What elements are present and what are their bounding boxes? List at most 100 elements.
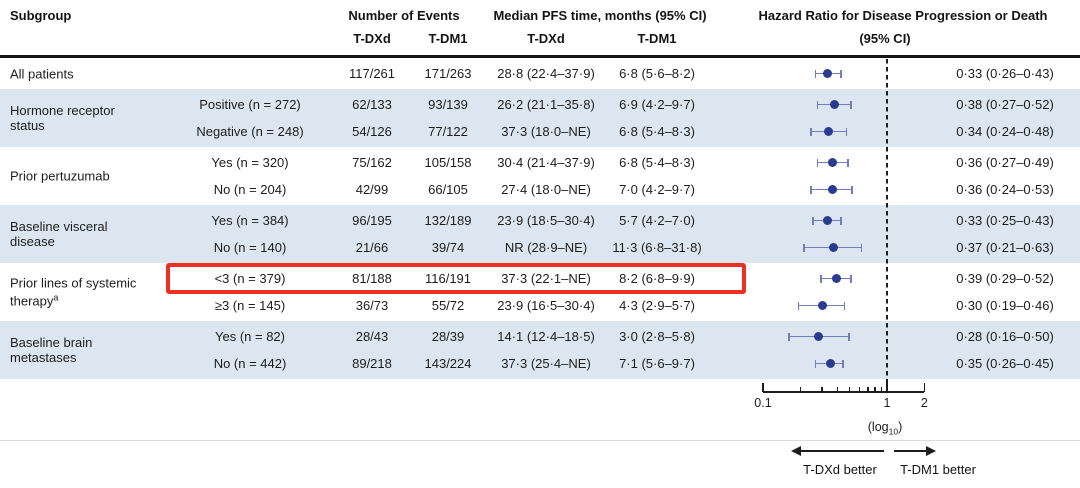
axis-tick [886, 383, 888, 392]
events-tdm1-value: 55/72 [431, 298, 465, 313]
subgroup-label: Prior pertuzumab [10, 169, 148, 184]
ci-cap-lower [803, 243, 805, 252]
header-rule [0, 55, 1080, 58]
pfs-tdm1-value: 3·0 (2·8–5·8) [619, 329, 695, 344]
log-scale-label-text: (log [867, 420, 889, 434]
events-tdm1-value: 116/191 [424, 271, 472, 286]
forest-ci-marker [745, 149, 935, 176]
events-tdxd-value: 96/195 [352, 213, 392, 228]
events-tdxd-value: 28/43 [355, 329, 389, 344]
pfs-tdxd-value: 14·1 (12·4–18·5) [497, 329, 595, 344]
axis-tick-label: 2 [920, 396, 928, 410]
forest-ci-marker [745, 176, 935, 203]
ci-cap-upper [851, 185, 853, 194]
right-arrow-line [894, 450, 926, 452]
axis-tick [821, 387, 823, 392]
subgroup-label-text: Baseline visceral disease [10, 219, 108, 249]
pfs-tdxd-value: 26·2 (21·1–35·8) [497, 97, 595, 112]
subgroup-label: Hormone receptor status [10, 103, 148, 133]
pfs-tdm1-value: 7·1 (5·6–9·7) [619, 356, 695, 371]
events-tdxd-value: 75/162 [352, 155, 392, 170]
hazard-ratio-value: 0·37 (0·21–0·63) [956, 240, 1054, 255]
subgroup-label: Prior lines of systemic therapya [10, 275, 148, 308]
events-tdm1-value: 39/74 [431, 240, 465, 255]
subgroup-label-text: Prior pertuzumab [10, 168, 110, 184]
tdm1-better-label: T-DM1 better [900, 462, 976, 477]
axis-tick [923, 383, 926, 392]
left-arrow-line [800, 450, 884, 452]
pfs-tdm1-value: 8·2 (6·8–9·9) [619, 271, 695, 286]
pfs-tdm1-value: 6·8 (5·6–8·2) [619, 66, 695, 81]
pfs-tdxd-value: 23·9 (18·5–30·4) [497, 213, 595, 228]
subgroup-table: All patients 117/261 171/263 28·8 (22·4–… [0, 58, 1080, 379]
log-scale-label: (log10) [815, 420, 955, 437]
ci-cap-upper [848, 332, 850, 341]
events-tdm1-value: 66/105 [428, 182, 468, 197]
events-tdm1-value: 77/122 [428, 124, 468, 139]
ci-cap-upper [842, 359, 844, 368]
hazard-ratio-axis: 0.1 1 2 [745, 383, 935, 410]
subgroup-label: Baseline visceral disease [10, 219, 148, 249]
hazard-ratio-value: 0·28 (0·16–0·50) [956, 329, 1054, 344]
hazard-ratio-value: 0·38 (0·27–0·52) [956, 97, 1054, 112]
pfs-tdxd-value: 27·4 (18·0–NE) [501, 182, 591, 197]
ci-cap-lower [814, 69, 817, 78]
axis-tick [867, 387, 869, 392]
subgroup-block-hormone-receptor-status: Hormone receptor status Positive (n = 27… [0, 89, 1080, 147]
table-row: Yes (n = 320) 75/162 105/158 30·4 (21·4–… [0, 149, 1080, 176]
axis-tick [858, 387, 861, 392]
pfs-tdxd-value: 23·9 (16·5–30·4) [497, 298, 595, 313]
ci-cap-lower [810, 127, 812, 136]
ci-cap-lower [797, 301, 800, 310]
hazard-ratio-value: 0·33 (0·25–0·43) [956, 213, 1054, 228]
ci-cap-upper [845, 127, 848, 136]
log-scale-label-text: ) [898, 420, 903, 434]
hr-point [829, 243, 838, 252]
table-row: Yes (n = 82) 28/43 28/39 14·1 (12·4–18·5… [0, 323, 1080, 350]
events-tdm1-value: 132/189 [424, 213, 472, 228]
forest-ci-marker [745, 60, 935, 87]
hazard-ratio-value: 0·36 (0·24–0·53) [956, 182, 1054, 197]
table-row: Positive (n = 272) 62/133 93/139 26·2 (2… [0, 91, 1080, 118]
subgroup-block-prior-pertuzumab: Prior pertuzumab Yes (n = 320) 75/162 10… [0, 147, 1080, 205]
events-tdxd-value: 54/126 [352, 124, 392, 139]
table-row: No (n = 442) 89/218 143/224 37·3 (25·4–N… [0, 350, 1080, 377]
forest-ci-marker [745, 91, 935, 118]
subcolumn-header-events-tdm1: T-DM1 [428, 31, 468, 46]
events-tdxd-value: 36/73 [355, 298, 389, 313]
hr-point [822, 69, 832, 78]
subgroup-level: No (n = 140) [213, 240, 287, 255]
table-row: No (n = 140) 21/66 39/74 NR (28·9–NE) 11… [0, 234, 1080, 261]
subgroup-level: <3 (n = 379) [214, 271, 286, 286]
pfs-tdxd-value: 28·8 (22·4–37·9) [497, 66, 595, 81]
bottom-rule [0, 440, 1080, 441]
hr-point [830, 100, 840, 109]
table-row: Yes (n = 384) 96/195 132/189 23·9 (18·5–… [0, 207, 1080, 234]
events-tdxd-value: 89/218 [352, 356, 392, 371]
axis-tick-label: 0.1 [754, 396, 772, 410]
pfs-tdxd-value: 37·3 (25·4–NE) [501, 356, 591, 371]
forest-ci-marker [745, 207, 935, 234]
subgroup-block-baseline-visceral-disease: Baseline visceral disease Yes (n = 384) … [0, 205, 1080, 263]
hazard-ratio-value: 0·30 (0·19–0·46) [956, 298, 1054, 313]
ci-cap-upper [850, 100, 852, 109]
subgroup-label-text: Baseline brain metastases [10, 335, 93, 365]
subgroup-block-prior-lines-of-systemic-therapy: Prior lines of systemic therapya <3 (n =… [0, 263, 1080, 321]
table-row-highlighted: <3 (n = 379) 81/188 116/191 37·3 (22·1–N… [0, 265, 1080, 292]
axis-tick-label: 1 [883, 396, 891, 410]
subgroup-level: No (n = 204) [213, 182, 287, 197]
hr-point [826, 359, 835, 368]
reference-line [886, 59, 888, 389]
hr-point [822, 216, 832, 225]
column-header-number-of-events: Number of Events [348, 8, 460, 23]
ci-cap-upper [860, 243, 863, 252]
column-header-hazard-ratio-ci: (95% CI) [859, 31, 911, 46]
hazard-ratio-value: 0·34 (0·24–0·48) [956, 124, 1054, 139]
subcolumn-header-pfs-tdm1: T-DM1 [637, 31, 677, 46]
hazard-ratio-value: 0·33 (0·26–0·43) [956, 66, 1054, 81]
pfs-tdm1-value: 6·8 (5·4–8·3) [619, 155, 695, 170]
column-header-subgroup: Subgroup [10, 8, 72, 23]
subgroup-level: Positive (n = 272) [199, 97, 301, 112]
pfs-tdxd-value: 37·3 (22·1–NE) [501, 271, 591, 286]
